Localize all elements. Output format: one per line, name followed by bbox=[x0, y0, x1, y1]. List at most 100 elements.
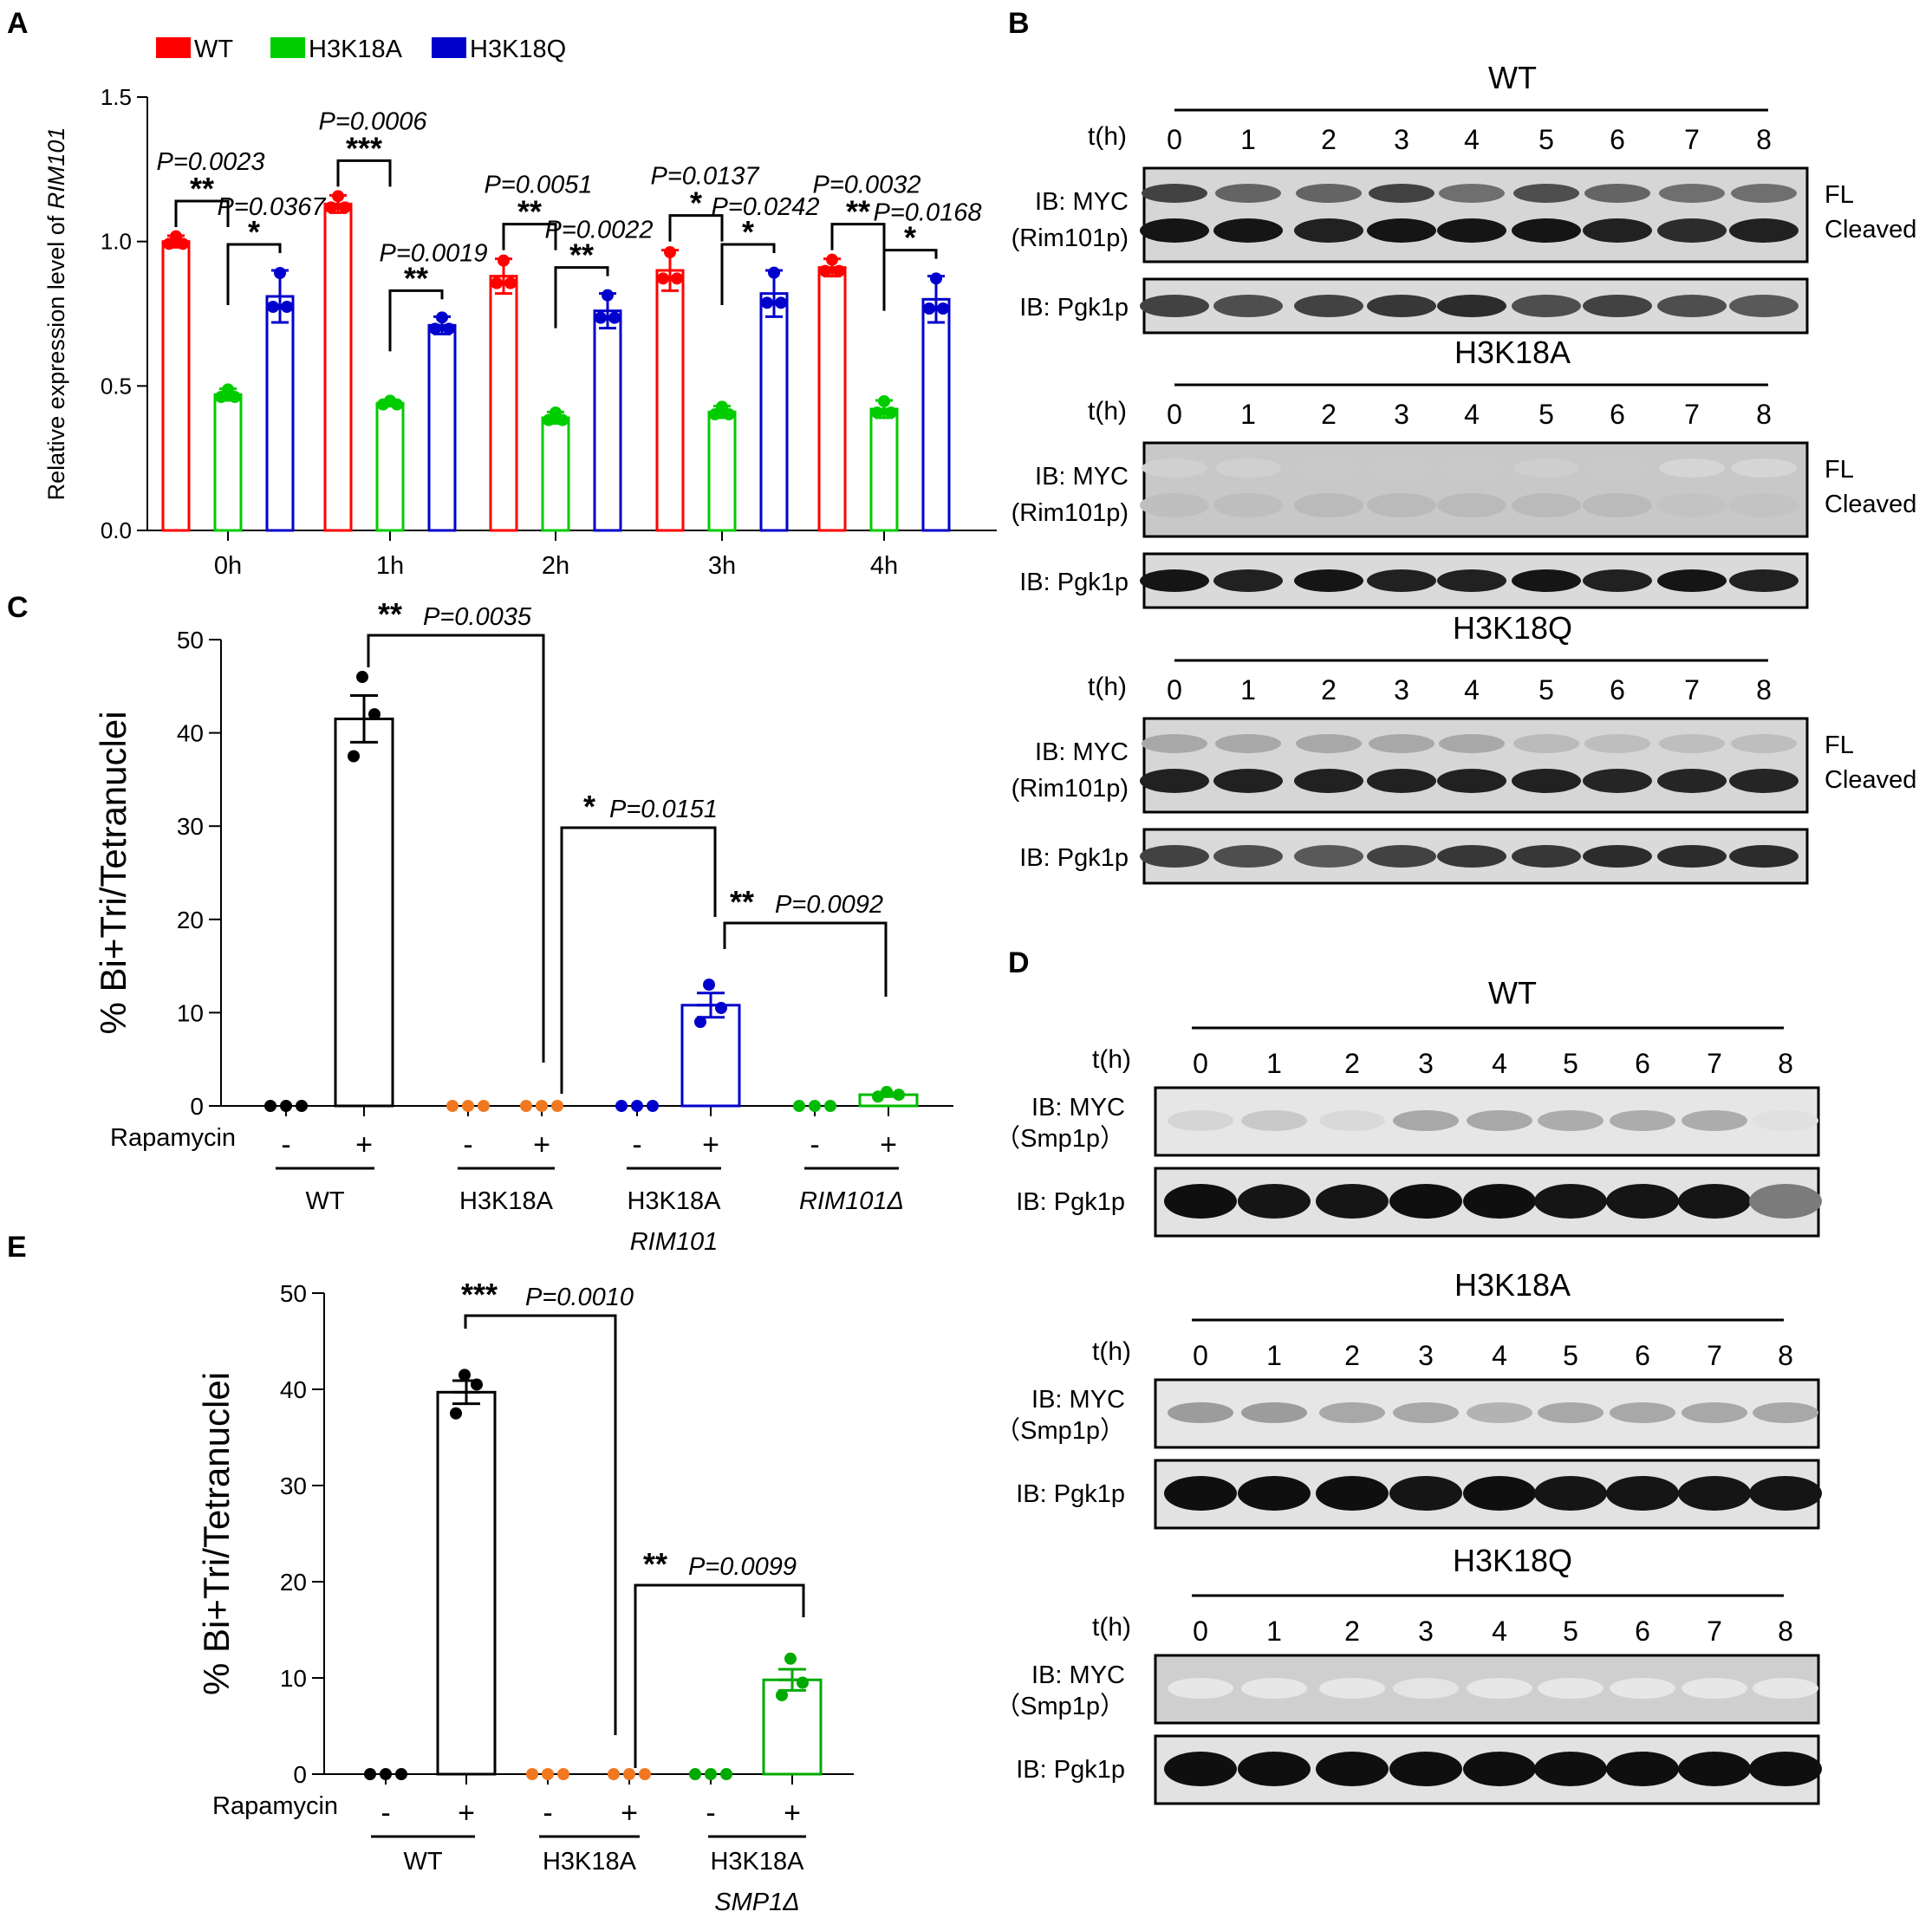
band-label-fl: FL bbox=[1825, 731, 1854, 759]
blot-band bbox=[1294, 218, 1363, 243]
p-value: P=0.0022 bbox=[545, 217, 654, 244]
time-point: 3 bbox=[1418, 1048, 1434, 1079]
panel-label-c: C bbox=[7, 591, 29, 624]
blot-band bbox=[1678, 1752, 1751, 1786]
time-point: 6 bbox=[1635, 1048, 1650, 1079]
blot-band bbox=[1367, 295, 1436, 317]
blot-band bbox=[1437, 569, 1506, 592]
blot-band bbox=[1538, 1402, 1603, 1423]
legend-label: WT bbox=[194, 36, 233, 63]
blot-band bbox=[1749, 1476, 1822, 1511]
blot-band bbox=[1437, 493, 1506, 517]
data-point bbox=[436, 311, 448, 324]
blot-band bbox=[1729, 845, 1799, 868]
antibody-label: IB: MYC bbox=[1031, 1661, 1125, 1689]
blot-band bbox=[1439, 184, 1505, 203]
p-value: P=0.0010 bbox=[525, 1284, 634, 1311]
blot-band bbox=[1164, 1476, 1237, 1511]
p-value: P=0.0006 bbox=[319, 107, 428, 135]
bar bbox=[265, 295, 295, 532]
blot-band bbox=[1610, 1402, 1675, 1423]
blot-band bbox=[1538, 1678, 1603, 1699]
blot-band bbox=[1682, 1110, 1747, 1131]
blot-band bbox=[1467, 1110, 1532, 1131]
data-point bbox=[325, 201, 337, 214]
blot-band bbox=[1294, 295, 1363, 317]
blot-band bbox=[1463, 1752, 1536, 1786]
blot-band bbox=[1731, 458, 1797, 478]
blot-band bbox=[1319, 1678, 1385, 1699]
time-point: 2 bbox=[1321, 124, 1337, 155]
blot-band bbox=[1437, 769, 1506, 793]
x-tick-label: 4h bbox=[870, 552, 898, 580]
bar bbox=[436, 1390, 497, 1776]
time-point: 6 bbox=[1635, 1340, 1650, 1371]
group-label: H3K18A bbox=[627, 1187, 721, 1215]
time-point: 5 bbox=[1563, 1340, 1578, 1371]
time-point: 2 bbox=[1344, 1616, 1360, 1647]
data-point bbox=[395, 1768, 407, 1780]
treatment-sign: - bbox=[463, 1128, 472, 1161]
blot-band bbox=[1467, 1402, 1532, 1423]
blot-band bbox=[1140, 569, 1209, 592]
blot-band bbox=[1393, 1110, 1459, 1131]
data-point bbox=[550, 406, 562, 419]
significance-stars: *** bbox=[461, 1277, 498, 1312]
p-value: P=0.0242 bbox=[712, 193, 820, 221]
blot-title: H3K18A bbox=[1454, 335, 1571, 370]
blot-band bbox=[1583, 769, 1652, 793]
time-point: 7 bbox=[1707, 1048, 1722, 1079]
time-point: 7 bbox=[1684, 124, 1700, 155]
chart-c: 0 10 20 30 40 50 % Bi+Tri/Tetranuclei Rapamycin… bbox=[93, 596, 953, 1256]
data-point bbox=[694, 1016, 706, 1029]
y-tick-label: 10 bbox=[280, 1665, 307, 1692]
blot-band bbox=[1140, 845, 1209, 868]
blot-band bbox=[1213, 845, 1283, 868]
data-point bbox=[923, 302, 935, 315]
protein-label: （Smp1p） bbox=[995, 1125, 1125, 1153]
blot-band bbox=[1316, 1476, 1389, 1511]
data-point bbox=[824, 1100, 836, 1112]
protein-label: （Smp1p） bbox=[995, 1693, 1125, 1720]
time-point: 1 bbox=[1240, 124, 1256, 155]
y-tick-label: 0 bbox=[190, 1093, 204, 1120]
p-value: P=0.0151 bbox=[609, 796, 718, 823]
significance-bracket bbox=[830, 223, 886, 250]
bar bbox=[921, 297, 951, 532]
bar bbox=[489, 275, 518, 532]
blot-panel-b: WT t(h) 0 1 2 3 4 5 6 7 8 IB: MYC (Rim101p) FL Cleaved… bbox=[1012, 60, 1916, 885]
legend-swatch bbox=[432, 37, 466, 58]
x-tick-label: 0h bbox=[214, 552, 242, 580]
significance-bracket bbox=[720, 243, 776, 305]
loading-label: IB: Pgk1p bbox=[1016, 1188, 1125, 1216]
blot-title: WT bbox=[1488, 60, 1537, 95]
x-tick-label: 1h bbox=[376, 552, 404, 580]
data-point bbox=[793, 1100, 805, 1112]
data-point bbox=[703, 979, 715, 992]
group-label: H3K18A bbox=[710, 1848, 804, 1876]
treatment-sign: + bbox=[880, 1128, 897, 1161]
data-point bbox=[264, 1100, 276, 1112]
band-label-fl: FL bbox=[1825, 456, 1854, 484]
blot-band bbox=[1241, 1678, 1307, 1699]
blot-band bbox=[1142, 734, 1207, 753]
data-point bbox=[356, 671, 368, 684]
time-point: 0 bbox=[1167, 399, 1182, 430]
blot-band bbox=[1296, 734, 1362, 753]
blot-band bbox=[1583, 218, 1652, 243]
protein-label: （Smp1p） bbox=[995, 1417, 1125, 1445]
blot-band bbox=[1606, 1184, 1679, 1219]
data-point bbox=[520, 1100, 532, 1112]
time-point: 1 bbox=[1266, 1616, 1282, 1647]
group-label: WT bbox=[305, 1187, 344, 1215]
time-point: 3 bbox=[1394, 399, 1409, 430]
blot-band bbox=[1606, 1476, 1679, 1511]
blot-band bbox=[1294, 769, 1363, 793]
data-point bbox=[768, 266, 780, 279]
blot-band bbox=[1749, 1752, 1822, 1786]
p-value: P=0.0367 bbox=[218, 193, 328, 221]
x-tick-label: 3h bbox=[708, 552, 736, 580]
p-value: P=0.0035 bbox=[423, 603, 532, 631]
data-point bbox=[491, 276, 503, 289]
panel-label-a: A bbox=[7, 7, 29, 40]
